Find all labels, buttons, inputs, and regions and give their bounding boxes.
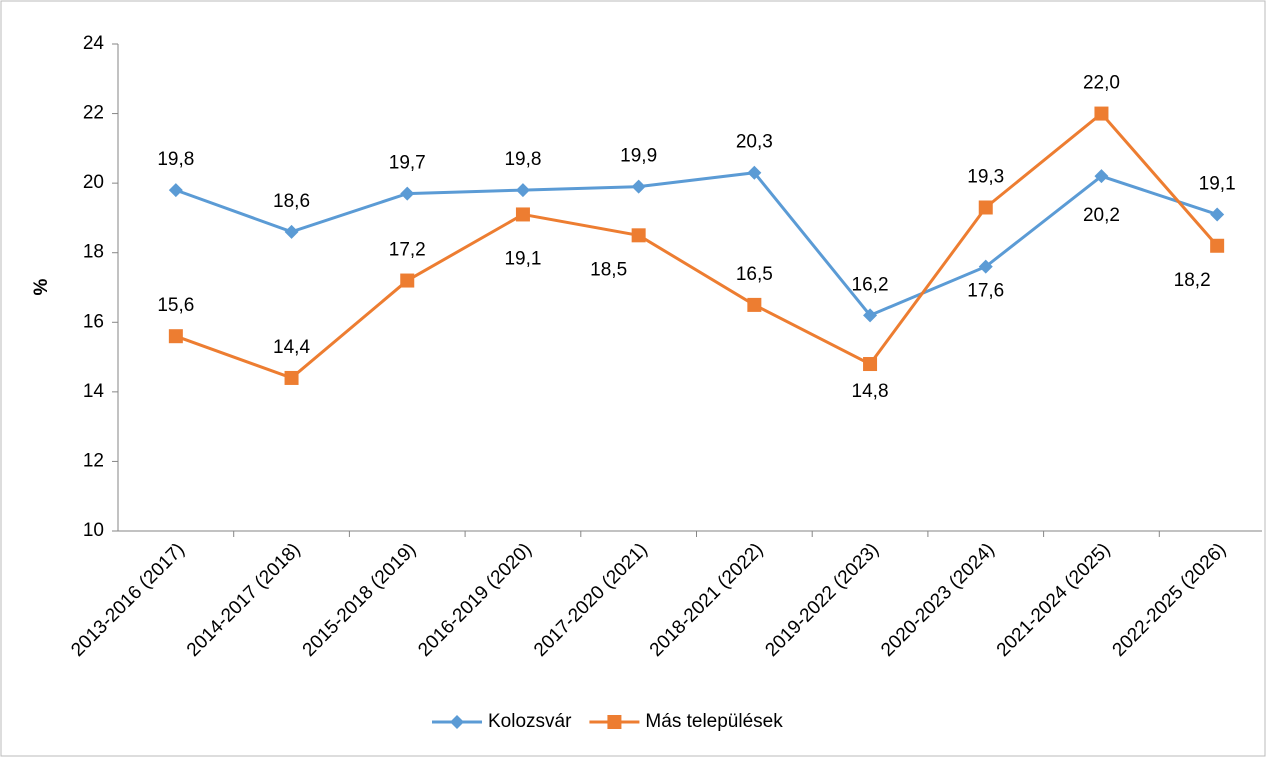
y-axis-title: % — [31, 278, 52, 295]
legend-label: Más települések — [645, 711, 783, 732]
data-label: 16,5 — [736, 264, 773, 285]
data-label: 17,2 — [389, 240, 426, 261]
marker — [515, 183, 530, 198]
marker — [747, 165, 762, 180]
data-label: 19,9 — [620, 146, 657, 167]
marker — [400, 273, 415, 288]
data-label: 19,7 — [389, 153, 426, 174]
data-label: 19,1 — [504, 248, 541, 269]
marker — [978, 200, 993, 215]
y-tick-label: 12 — [83, 450, 104, 471]
data-label: 16,2 — [852, 274, 889, 295]
y-tick-label: 22 — [83, 103, 104, 124]
data-label: 14,4 — [273, 337, 310, 358]
marker — [1210, 238, 1225, 253]
marker — [1094, 106, 1109, 121]
y-tick-label: 18 — [83, 242, 104, 263]
marker — [747, 297, 762, 312]
marker — [284, 224, 299, 239]
marker — [1210, 207, 1225, 222]
series-line — [175, 171, 1218, 318]
data-label: 19,1 — [1199, 173, 1236, 194]
marker — [168, 183, 183, 198]
y-tick-label: 20 — [83, 172, 104, 193]
data-label: 14,8 — [852, 381, 889, 402]
marker — [863, 308, 878, 323]
marker — [515, 207, 530, 222]
data-label: 19,8 — [157, 149, 194, 170]
data-label: 17,6 — [967, 281, 1004, 302]
data-label: 18,6 — [273, 191, 310, 212]
marker — [631, 228, 646, 243]
marker — [631, 179, 646, 194]
data-label: 19,8 — [504, 149, 541, 170]
y-tick-label: 10 — [83, 520, 104, 541]
marker — [400, 186, 415, 201]
data-label: 20,3 — [736, 132, 773, 153]
data-label: 19,3 — [967, 167, 1004, 188]
y-tick-label: 24 — [83, 33, 105, 54]
legend-marker — [450, 715, 464, 729]
data-label: 22,0 — [1083, 73, 1120, 94]
marker — [978, 259, 993, 274]
legend-label: Kolozsvár — [488, 711, 572, 732]
data-label: 20,2 — [1083, 205, 1120, 226]
data-label: 18,2 — [1174, 270, 1211, 291]
data-label: 18,5 — [590, 259, 627, 280]
marker — [284, 370, 299, 385]
marker — [1094, 169, 1109, 184]
legend-marker — [607, 715, 622, 729]
marker — [863, 357, 878, 372]
y-tick-label: 14 — [83, 381, 105, 402]
y-tick-label: 16 — [83, 311, 104, 332]
marker — [168, 329, 183, 344]
data-label: 15,6 — [157, 295, 194, 316]
series-line — [175, 111, 1219, 380]
